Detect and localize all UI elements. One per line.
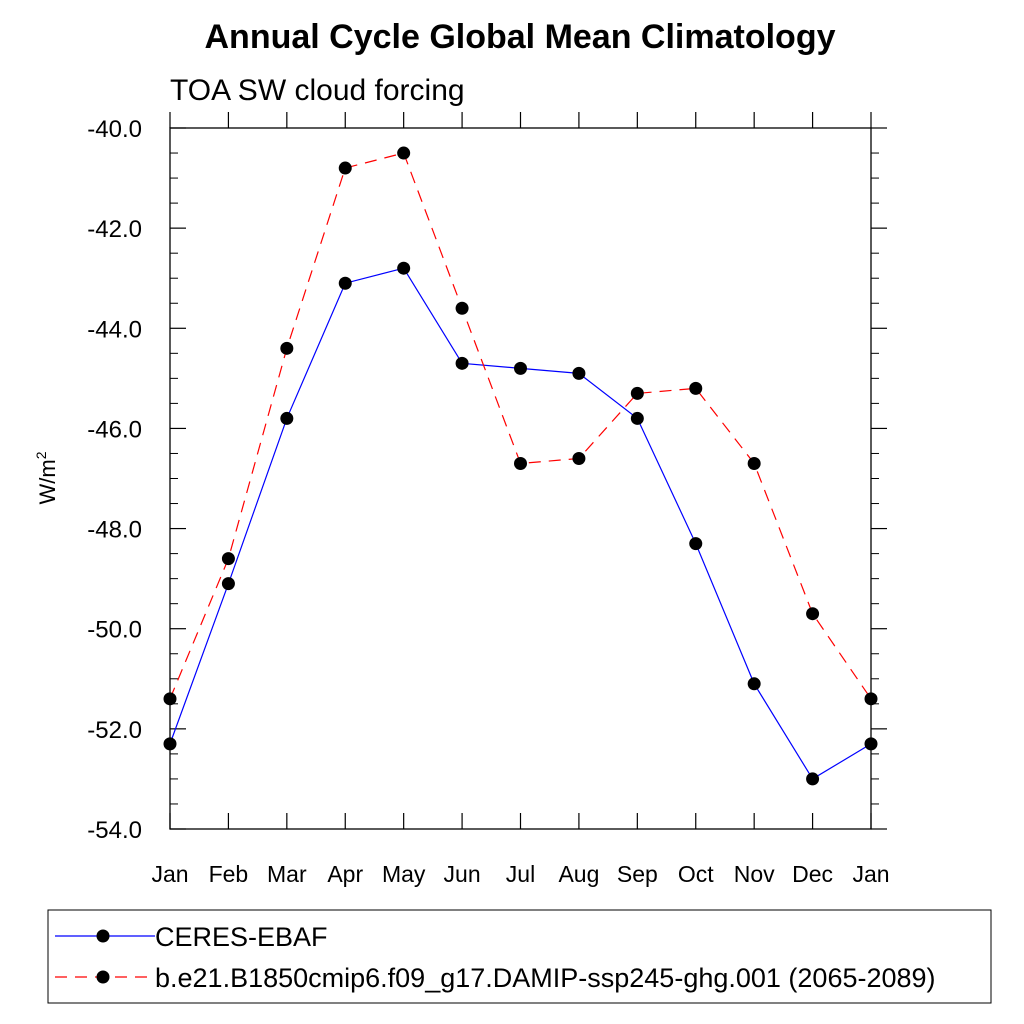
data-point bbox=[455, 301, 469, 315]
y-tick-label: -40.0 bbox=[87, 116, 142, 143]
data-point bbox=[514, 361, 527, 375]
x-tick-label: Jul bbox=[506, 861, 535, 887]
y-axis-label: W/m2 bbox=[33, 451, 60, 504]
legend-box bbox=[47, 909, 992, 1004]
data-point bbox=[747, 677, 761, 691]
y-tick-label: -48.0 bbox=[87, 517, 142, 544]
data-point bbox=[280, 411, 294, 425]
x-tick-label: Sep bbox=[617, 861, 658, 887]
y-tick-label: -46.0 bbox=[87, 416, 142, 443]
data-point bbox=[806, 772, 820, 786]
y-tick-label: -42.0 bbox=[87, 216, 142, 243]
x-tick-label: Dec bbox=[792, 861, 833, 887]
data-point bbox=[455, 356, 469, 370]
data-point bbox=[280, 341, 294, 355]
data-series bbox=[163, 146, 878, 786]
x-tick-label: Aug bbox=[558, 861, 599, 887]
x-tick-label: May bbox=[382, 861, 426, 887]
legend-marker-ceres bbox=[96, 929, 110, 943]
y-axis-label-main: W/m bbox=[35, 459, 60, 504]
x-tick-label: Jan bbox=[151, 861, 188, 887]
series-ceres-ebaf bbox=[163, 261, 878, 786]
legend-entry-ceres: CERES-EBAF bbox=[55, 922, 328, 952]
y-tick-label: -52.0 bbox=[87, 717, 142, 744]
y-tick-label: -50.0 bbox=[87, 617, 142, 644]
x-tick-label: Mar bbox=[267, 861, 307, 887]
data-point bbox=[397, 146, 411, 160]
data-point bbox=[221, 577, 235, 591]
data-point bbox=[338, 161, 352, 175]
data-point bbox=[397, 261, 411, 275]
y-tick-label: -44.0 bbox=[87, 316, 142, 343]
y-axis-label-superscript: 2 bbox=[33, 451, 49, 459]
data-point bbox=[163, 692, 177, 706]
x-tick-label: Nov bbox=[734, 861, 775, 887]
legend-label-ceres: CERES-EBAF bbox=[155, 922, 328, 952]
legend-entry-damip: b.e21.B1850cmip6.f09_g17.DAMIP-ssp245-gh… bbox=[55, 963, 936, 993]
data-point bbox=[864, 692, 878, 706]
x-tick-label: Oct bbox=[678, 861, 714, 887]
data-point bbox=[572, 451, 586, 465]
series-damip-ssp245-ghg bbox=[163, 146, 878, 706]
chart-subtitle: TOA SW cloud forcing bbox=[170, 74, 465, 107]
x-tick-label: Feb bbox=[209, 861, 249, 887]
data-point bbox=[338, 276, 352, 290]
data-point bbox=[806, 607, 820, 621]
data-point bbox=[163, 737, 177, 751]
series-line bbox=[169, 152, 872, 700]
chart-title: Annual Cycle Global Mean Climatology bbox=[205, 18, 836, 56]
x-tick-labels: Jan Feb Mar Apr May Jun Jul Aug Sep Oct Nov Dec Jan bbox=[151, 861, 889, 887]
x-tick-label: Jan bbox=[852, 861, 889, 887]
data-point bbox=[514, 456, 527, 470]
x-tick-label: Jun bbox=[444, 861, 481, 887]
legend-label-damip: b.e21.B1850cmip6.f09_g17.DAMIP-ssp245-gh… bbox=[155, 963, 936, 993]
y-tick-labels: -40.0 -42.0 -44.0 -46.0 -48.0 -50.0 -52.0 -54.0 bbox=[87, 116, 142, 844]
legend-marker-damip bbox=[96, 970, 110, 984]
data-point bbox=[630, 386, 644, 400]
data-point bbox=[864, 737, 878, 751]
series-line bbox=[169, 267, 872, 780]
data-point bbox=[221, 552, 235, 566]
y-tick-label: -54.0 bbox=[87, 817, 142, 844]
data-point bbox=[630, 411, 644, 425]
data-point bbox=[689, 537, 703, 551]
data-point bbox=[572, 366, 586, 380]
axis-ticks bbox=[169, 112, 887, 830]
plot-frame bbox=[169, 127, 872, 830]
x-tick-label: Apr bbox=[327, 861, 363, 887]
data-point bbox=[747, 456, 761, 470]
data-point bbox=[689, 381, 703, 395]
